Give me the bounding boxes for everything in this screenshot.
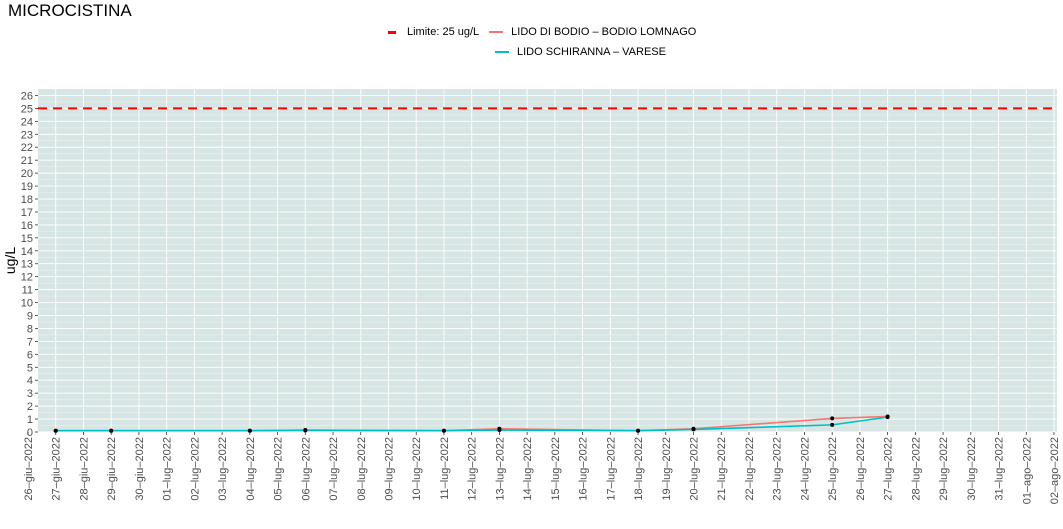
- x-tick-label: 28–lug–2022: [910, 437, 922, 501]
- y-tick-label: 6: [27, 349, 33, 361]
- x-tick-label: 02–ago–2022: [1049, 437, 1061, 504]
- y-tick-label: 18: [21, 194, 33, 206]
- grid-minor: [38, 101, 1057, 426]
- y-tick-label: 10: [21, 298, 33, 310]
- x-tick-label: 30–giu–2022: [134, 437, 146, 501]
- y-tick-label: 15: [21, 233, 33, 245]
- y-tick-label: 19: [21, 181, 33, 193]
- x-tick-label: 09–lug–2022: [383, 437, 395, 501]
- data-point: [636, 428, 641, 433]
- series-layer: [55, 415, 888, 432]
- x-tick-label: 12–lug–2022: [467, 437, 479, 501]
- x-tick-label: 26–giu–2022: [23, 437, 35, 501]
- data-point: [247, 428, 252, 433]
- x-tick-label: 01–lug–2022: [162, 437, 174, 501]
- y-tick-label: 5: [27, 362, 33, 374]
- x-tick-label: 04–lug–2022: [245, 437, 257, 501]
- y-tick-label: 21: [21, 155, 33, 167]
- x-axis: 26–giu–2022 27–giu–2022 28–giu–2022 29–giu–…: [23, 432, 1061, 504]
- y-tick-label: 1: [27, 414, 33, 426]
- x-tick-label: 13–lug–2022: [494, 437, 506, 501]
- x-tick-label: 16–lug–2022: [578, 437, 590, 501]
- legend-item-series-1: LIDO SCHIRANNA – VARESE: [495, 46, 666, 58]
- x-tick-label: 01–ago–2022: [1021, 437, 1033, 504]
- x-tick-label: 25–lug–2022: [827, 437, 839, 501]
- y-tick-label: 17: [21, 207, 33, 219]
- x-tick-label: 08–lug–2022: [356, 437, 368, 501]
- x-tick-label: 21–lug–2022: [716, 437, 728, 501]
- x-tick-label: 27–lug–2022: [883, 437, 895, 501]
- y-tick-label: 14: [21, 246, 33, 258]
- x-tick-label: 06–lug–2022: [300, 437, 312, 501]
- data-point: [303, 428, 308, 433]
- y-tick-label: 24: [21, 116, 33, 128]
- y-tick-label: 20: [21, 168, 33, 180]
- y-tick-label: 23: [21, 129, 33, 141]
- y-tick-label: 16: [21, 220, 33, 232]
- y-tick-label: 7: [27, 336, 33, 348]
- y-tick-label: 3: [27, 388, 33, 400]
- x-tick-label: 20–lug–2022: [689, 437, 701, 501]
- x-tick-label: 26–lug–2022: [855, 437, 867, 501]
- data-point: [441, 428, 446, 433]
- x-tick-label: 18–lug–2022: [633, 437, 645, 501]
- y-tick-label: 26: [21, 90, 33, 102]
- x-tick-label: 03–lug–2022: [217, 437, 229, 501]
- x-tick-label: 24–lug–2022: [799, 437, 811, 501]
- y-tick-label: 0: [27, 427, 33, 439]
- y-tick-label: 11: [22, 285, 33, 297]
- legend-item-threshold: Limite: 25 ug/L: [385, 26, 479, 38]
- x-tick-label: 29–lug–2022: [938, 437, 950, 501]
- y-tick-label: 22: [21, 142, 33, 154]
- y-tick-label: 25: [21, 103, 33, 115]
- data-point: [885, 415, 890, 420]
- x-tick-label: 11–lug–2022: [439, 437, 451, 500]
- x-tick-label: 02–lug–2022: [189, 437, 201, 501]
- data-point: [830, 422, 835, 427]
- x-tick-label: 31–lug–2022: [994, 437, 1006, 501]
- legend-label-threshold: Limite: 25 ug/L: [407, 26, 480, 38]
- data-point: [53, 428, 58, 433]
- x-tick-label: 27–giu–2022: [51, 437, 63, 501]
- x-tick-label: 10–lug–2022: [411, 437, 423, 501]
- series-line-1: [55, 416, 888, 432]
- data-point: [497, 428, 502, 433]
- x-tick-label: 29–giu–2022: [106, 437, 118, 501]
- x-tick-label: 15–lug–2022: [550, 437, 562, 501]
- x-tick-label: 17–lug–2022: [605, 437, 617, 501]
- legend-key-series-1: [495, 51, 509, 53]
- x-tick-label: 14–lug–2022: [522, 437, 534, 501]
- legend-key-series-0: [489, 31, 504, 33]
- x-tick-label: 30–lug–2022: [966, 437, 978, 501]
- x-tick-label: 23–lug–2022: [772, 437, 784, 501]
- legend-label-series-1: LIDO SCHIRANNA – VARESE: [517, 46, 666, 58]
- data-point: [109, 428, 114, 433]
- points-layer: [53, 414, 890, 433]
- x-tick-label: 07–lug–2022: [328, 437, 340, 501]
- y-tick-label: 4: [27, 375, 33, 387]
- x-tick-label: 28–giu–2022: [78, 437, 90, 501]
- x-tick-label: 22–lug–2022: [744, 437, 756, 501]
- data-point: [691, 427, 696, 432]
- grid-major: [38, 89, 1057, 433]
- y-axis-title: ug/L: [2, 247, 18, 274]
- plot-panel: [38, 89, 1057, 432]
- y-tick-label: 12: [21, 272, 33, 284]
- y-axis: 0123456789101112131415161718192021222324…: [21, 90, 38, 439]
- x-tick-label: 05–lug–2022: [273, 437, 285, 501]
- x-tick-label: 19–lug–2022: [661, 437, 673, 501]
- y-tick-label: 9: [27, 311, 33, 323]
- data-point: [830, 416, 835, 421]
- legend-key-threshold: [388, 30, 396, 34]
- legend: Limite: 25 ug/L LIDO DI BODIO – BODIO LO…: [385, 22, 706, 62]
- chart-title: MICROCISTINA: [8, 1, 132, 20]
- y-tick-label: 2: [27, 401, 33, 413]
- legend-label-series-0: LIDO DI BODIO – BODIO LOMNAGO: [511, 26, 697, 38]
- y-tick-label: 8: [27, 323, 33, 335]
- y-tick-label: 13: [21, 259, 33, 271]
- legend-item-series-0: LIDO DI BODIO – BODIO LOMNAGO: [489, 26, 696, 38]
